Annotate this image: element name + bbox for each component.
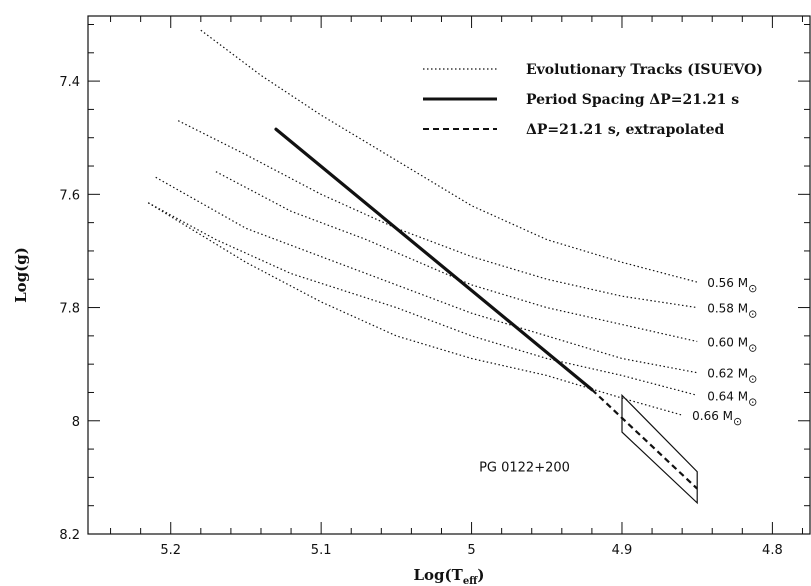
track-labels: 0.56 M⊙ 0.58 M⊙ 0.60 M⊙ 0.62 M⊙ 0.64 M⊙0.66 … [692,276,757,428]
y-tick-label: 8 [72,415,80,430]
period-spacing-lines [274,127,698,490]
track-line-0.62 [155,176,698,374]
x-tick-label: 5.1 [311,543,332,558]
x-tick-label: 4.8 [762,543,783,558]
track-label-0.56: 0.56 M⊙ [707,276,757,295]
uncertainty-polygon [621,393,698,505]
legend-entry-tracks: Evolutionary Tracks (ISUEVO) [526,62,763,78]
track-line-0.66 [147,202,683,416]
plot-frame [87,15,811,535]
track-label-0.60: 0.60 M⊙ [707,336,757,355]
period-spacing-line [274,127,594,392]
y-tick-label: 8.2 [59,528,80,543]
track-label-0.62: 0.62 M⊙ [707,367,757,386]
extrapolated-line [591,388,698,490]
y-axis-title: Log(g) [12,247,30,303]
evolutionary-tracks [147,29,698,416]
legend-entry-period-spacing: Period Spacing ΔP=21.21 s [526,92,739,108]
y-tick-label: 7.8 [59,302,80,317]
uncertainty-box [621,393,698,505]
y-tick-label: 7.4 [59,75,80,90]
track-line-0.58 [177,120,698,309]
x-axis-title: Log(Teff) [414,566,485,586]
legend-entry-extrapolated: ΔP=21.21 s, extrapolated [526,122,725,138]
track-line-0.60 [215,171,698,343]
track-label-0.58: 0.58 M⊙ [707,302,757,321]
track-label-0.64: 0.64 M⊙ [707,389,757,408]
x-tick-label: 5 [467,543,475,558]
x-tick-label: 5.2 [160,543,181,558]
track-label-0.66: 0.66 M⊙ [692,409,742,428]
y-tick-label: 7.6 [59,188,80,203]
axis-ticks: 5.2 5.1 5 4.9 4.8 7.4 7.6 7.8 8 8.2 [59,16,810,558]
legend: Evolutionary Tracks (ISUEVO) Period Spac… [423,62,763,138]
x-tick-label: 4.9 [612,543,633,558]
star-annotation: PG 0122+200 [479,461,570,476]
track-line-0.64 [147,202,698,396]
